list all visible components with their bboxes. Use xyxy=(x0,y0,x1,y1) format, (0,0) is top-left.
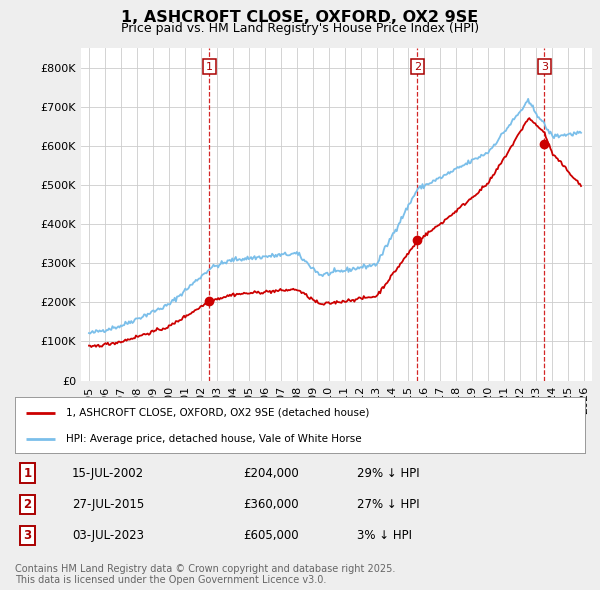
Text: 1, ASHCROFT CLOSE, OXFORD, OX2 9SE (detached house): 1, ASHCROFT CLOSE, OXFORD, OX2 9SE (deta… xyxy=(66,408,370,418)
Text: 03-JUL-2023: 03-JUL-2023 xyxy=(72,529,144,542)
Text: 2: 2 xyxy=(23,498,32,511)
Text: 1: 1 xyxy=(23,467,32,480)
Text: 27-JUL-2015: 27-JUL-2015 xyxy=(72,498,144,511)
Text: 15-JUL-2002: 15-JUL-2002 xyxy=(72,467,144,480)
Text: HPI: Average price, detached house, Vale of White Horse: HPI: Average price, detached house, Vale… xyxy=(66,434,362,444)
Text: 3: 3 xyxy=(23,529,32,542)
Text: 3: 3 xyxy=(541,62,548,71)
Text: Price paid vs. HM Land Registry's House Price Index (HPI): Price paid vs. HM Land Registry's House … xyxy=(121,22,479,35)
Text: Contains HM Land Registry data © Crown copyright and database right 2025.
This d: Contains HM Land Registry data © Crown c… xyxy=(15,563,395,585)
Text: 3% ↓ HPI: 3% ↓ HPI xyxy=(357,529,412,542)
Text: 2: 2 xyxy=(414,62,421,71)
Text: £360,000: £360,000 xyxy=(243,498,299,511)
Text: 1: 1 xyxy=(206,62,213,71)
Text: 29% ↓ HPI: 29% ↓ HPI xyxy=(357,467,419,480)
Text: 1, ASHCROFT CLOSE, OXFORD, OX2 9SE: 1, ASHCROFT CLOSE, OXFORD, OX2 9SE xyxy=(121,10,479,25)
Text: £605,000: £605,000 xyxy=(243,529,299,542)
Text: £204,000: £204,000 xyxy=(243,467,299,480)
Text: 27% ↓ HPI: 27% ↓ HPI xyxy=(357,498,419,511)
